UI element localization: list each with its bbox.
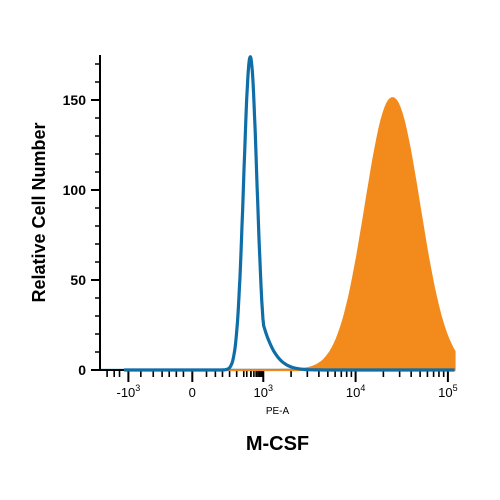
x-tick-label: -103 [116,383,140,400]
chart-svg: 0 50 100 150 Relative Cell Number 0 -103 103 104… [0,0,500,500]
y-tick-label: 150 [63,92,87,108]
y-tick-label: 50 [70,272,86,288]
x-axis-label: M-CSF [246,433,309,455]
y-tick-label: 0 [78,362,86,378]
series-stained [124,98,454,370]
flow-cytometry-histogram: 0 50 100 150 Relative Cell Number 0 -103 103 104… [0,0,500,500]
x-tick-label: 103 [254,383,273,400]
x-sublabel: PE-A [266,406,290,417]
x-tick-label: 104 [346,383,365,400]
y-axis-label: Relative Cell Number [29,122,49,302]
x-tick-label: 105 [438,383,457,400]
x-tick-label: 0 [189,385,196,400]
y-tick-label: 100 [63,182,87,198]
